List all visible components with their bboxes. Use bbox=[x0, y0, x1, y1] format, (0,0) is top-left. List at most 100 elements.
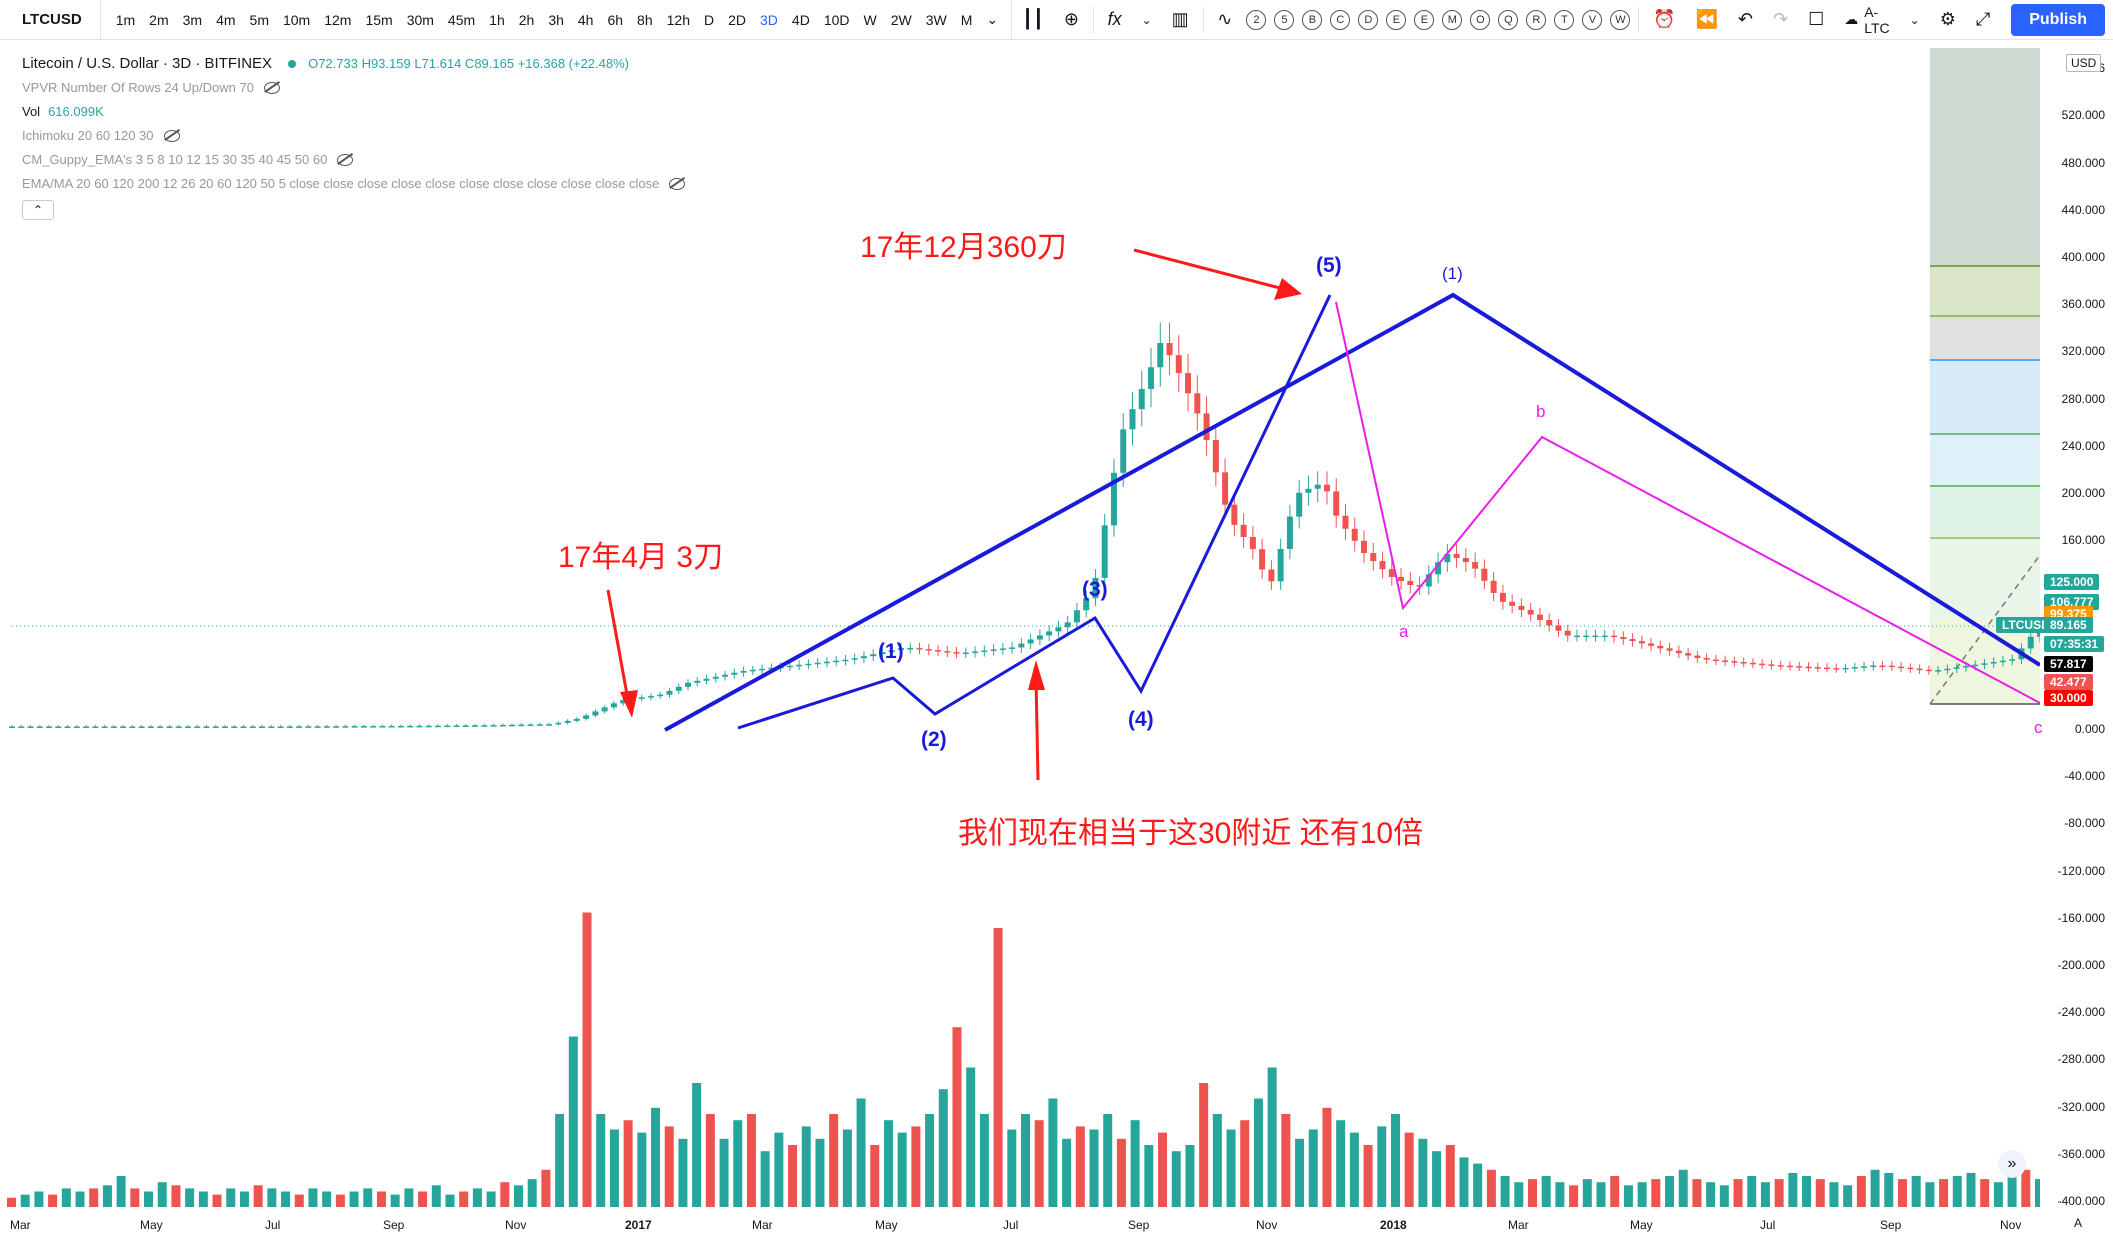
candle bbox=[1231, 504, 1238, 525]
candle bbox=[814, 662, 821, 665]
chevron-down-icon[interactable]: ⌄ bbox=[1909, 12, 1920, 27]
timeframe-3w[interactable]: 3W bbox=[925, 11, 947, 28]
currency-badge[interactable]: USD bbox=[2066, 54, 2102, 72]
timeframe-4m[interactable]: 4m bbox=[216, 11, 236, 28]
volume-bar bbox=[1897, 1179, 1907, 1207]
shortcut-b-icon[interactable]: B bbox=[1302, 9, 1323, 30]
chevron-up-icon[interactable]: ⌃ bbox=[22, 200, 54, 220]
timeframe-12m[interactable]: 12m bbox=[324, 11, 352, 28]
shortcut-w-icon[interactable]: W bbox=[1610, 9, 1631, 30]
shortcut-v-icon[interactable]: V bbox=[1582, 9, 1603, 30]
timeframe-3d[interactable]: 3D bbox=[760, 11, 778, 28]
timeframe-6h[interactable]: 6h bbox=[607, 11, 624, 28]
replay-icon[interactable]: ⏪ bbox=[1695, 9, 1718, 29]
chevron-right-double-icon[interactable]: » bbox=[1998, 1150, 2026, 1178]
volume-bar bbox=[1103, 1114, 1113, 1207]
timeframe-15m[interactable]: 15m bbox=[365, 11, 393, 28]
shortcut-r-icon[interactable]: R bbox=[1526, 9, 1547, 30]
price-tick: -280.000 bbox=[2057, 1052, 2105, 1067]
undo-icon[interactable]: ↶ bbox=[1737, 9, 1753, 29]
shortcut-d-icon[interactable]: D bbox=[1358, 9, 1379, 30]
compare-add-icon[interactable]: ⊕ bbox=[1063, 9, 1079, 29]
price-chart[interactable] bbox=[0, 40, 2040, 1237]
volume-bar bbox=[1445, 1145, 1455, 1207]
financials-icon[interactable]: ▥ bbox=[1171, 9, 1189, 29]
timeframe-d[interactable]: D bbox=[703, 11, 715, 28]
wave-label-1: (1) bbox=[878, 640, 904, 663]
candle bbox=[1462, 558, 1469, 563]
fullscreen-box-icon[interactable]: ☐ bbox=[1808, 9, 1825, 29]
ema-legend[interactable]: EMA/MA 20 60 120 200 12 26 20 60 120 50 … bbox=[22, 176, 660, 191]
candle bbox=[1703, 657, 1710, 660]
candle bbox=[647, 696, 654, 698]
shortcut-e-icon[interactable]: E bbox=[1414, 9, 1435, 30]
candle bbox=[1518, 605, 1525, 610]
eye-hidden-icon[interactable] bbox=[163, 130, 180, 142]
eye-hidden-icon[interactable] bbox=[263, 82, 280, 94]
timeframe-8h[interactable]: 8h bbox=[637, 11, 653, 28]
timeframe-1h[interactable]: 1h bbox=[489, 11, 505, 28]
candle bbox=[527, 724, 534, 726]
publish-button[interactable]: Publish bbox=[2011, 4, 2105, 36]
shortcut-m-icon[interactable]: M bbox=[1442, 9, 1463, 30]
indicators-icon[interactable]: fx bbox=[1107, 9, 1122, 29]
alert-icon[interactable]: ⏰ bbox=[1653, 9, 1676, 29]
timeframe-3m[interactable]: 3m bbox=[182, 11, 203, 28]
timeframe-1m[interactable]: 1m bbox=[115, 11, 136, 28]
shortcut-q-icon[interactable]: Q bbox=[1498, 9, 1519, 30]
auto-scale-button[interactable]: A bbox=[2074, 1216, 2083, 1230]
vpvr-legend[interactable]: VPVR Number Of Rows 24 Up/Down 70 bbox=[22, 80, 254, 95]
timeframe-2m[interactable]: 2m bbox=[149, 11, 169, 28]
templates-icon[interactable]: ∿ bbox=[1217, 9, 1233, 29]
timeframe-2d[interactable]: 2D bbox=[728, 11, 747, 28]
shortcut-2-icon[interactable]: 2 bbox=[1246, 9, 1267, 30]
timeframe-2h[interactable]: 2h bbox=[518, 11, 535, 28]
symbol-search[interactable]: LTCUSD bbox=[0, 0, 101, 40]
volume-bar bbox=[856, 1098, 866, 1207]
shortcut-t-icon[interactable]: T bbox=[1554, 9, 1575, 30]
timeframe-10d[interactable]: 10D bbox=[823, 11, 850, 28]
shortcut-o-icon[interactable]: O bbox=[1470, 9, 1491, 30]
candle bbox=[573, 718, 580, 721]
volume-bar bbox=[1706, 1182, 1716, 1207]
chevron-down-icon[interactable]: ⌄ bbox=[1141, 12, 1152, 27]
timeframe-12h[interactable]: 12h bbox=[666, 11, 690, 28]
shortcut-c-icon[interactable]: C bbox=[1330, 9, 1351, 30]
chevron-down-icon[interactable]: ⌄ bbox=[986, 11, 999, 27]
wave-abc-line bbox=[1335, 301, 2040, 704]
timeframe-list: 1m 2m 3m 4m 5m 10m 12m 15m 30m 45m 1h 2h 3h 4h 6h 8h 12h… bbox=[101, 0, 1013, 40]
eye-hidden-icon[interactable] bbox=[337, 154, 354, 166]
vol-label[interactable]: Vol bbox=[22, 104, 41, 119]
timeframe-3h[interactable]: 3h bbox=[548, 11, 564, 28]
volume-bar bbox=[1829, 1182, 1839, 1207]
layout-name[interactable]: A-LTC bbox=[1864, 3, 1890, 36]
shortcut-5-icon[interactable]: 5 bbox=[1274, 9, 1295, 30]
gear-icon[interactable]: ⚙ bbox=[1939, 9, 1956, 29]
timeframe-5m[interactable]: 5m bbox=[249, 11, 269, 28]
time-tick: Sep bbox=[1128, 1218, 1150, 1232]
timeframe-45m[interactable]: 45m bbox=[447, 11, 476, 28]
cloud-icon[interactable]: ☁ A-LTC bbox=[1844, 3, 1890, 36]
timeframe-30m[interactable]: 30m bbox=[406, 11, 434, 28]
timeframe-w[interactable]: W bbox=[863, 11, 877, 28]
expand-icon[interactable]: ⤢ bbox=[1975, 9, 1991, 29]
candle bbox=[83, 726, 90, 728]
volume-bar bbox=[911, 1126, 921, 1207]
candle bbox=[138, 726, 145, 728]
timeframe-m[interactable]: M bbox=[960, 11, 973, 28]
eye-hidden-icon[interactable] bbox=[669, 178, 686, 190]
candle bbox=[1712, 659, 1719, 662]
candle bbox=[1249, 536, 1256, 550]
shortcut-e-icon[interactable]: E bbox=[1386, 9, 1407, 30]
guppy-legend[interactable]: CM_Guppy_EMA's 3 5 8 10 12 15 30 35 40 4… bbox=[22, 152, 328, 167]
redo-icon[interactable]: ↷ bbox=[1772, 9, 1789, 29]
wave-label-2: (2) bbox=[921, 728, 947, 751]
candle bbox=[925, 649, 932, 651]
timeframe-4h[interactable]: 4h bbox=[577, 11, 594, 28]
timeframe-10m[interactable]: 10m bbox=[282, 11, 311, 28]
timeframe-2w[interactable]: 2W bbox=[890, 11, 912, 28]
bar-style-icon[interactable]: ┃┃ bbox=[1022, 9, 1044, 29]
price-axis[interactable]: 56520.000480.000440.000400.000360.000320… bbox=[2040, 40, 2113, 1237]
ichimoku-legend[interactable]: Ichimoku 20 60 120 30 bbox=[22, 128, 154, 143]
timeframe-4d[interactable]: 4D bbox=[791, 11, 810, 28]
